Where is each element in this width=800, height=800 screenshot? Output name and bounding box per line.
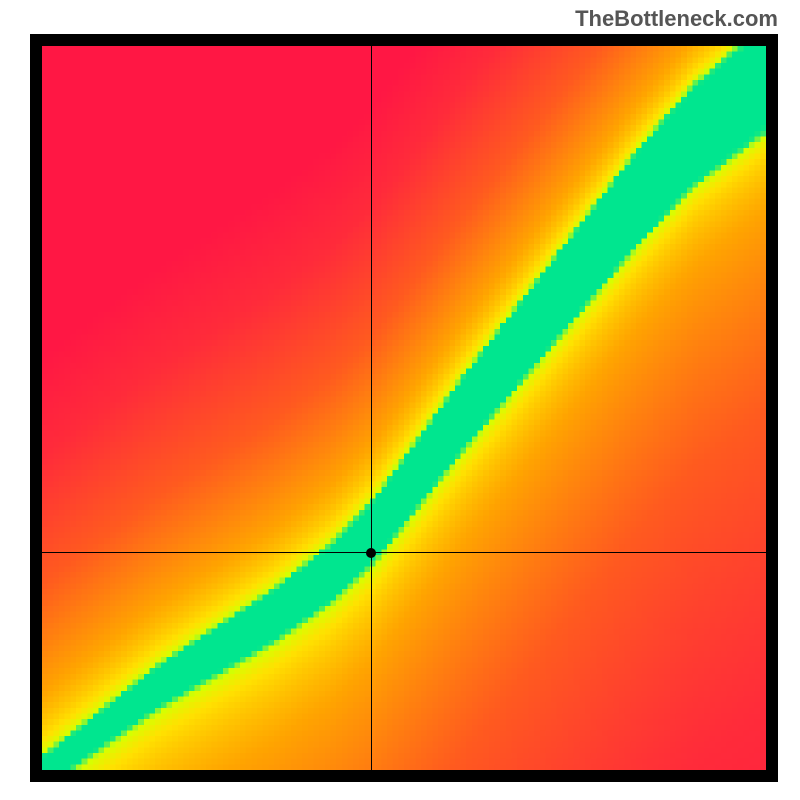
crosshair-marker xyxy=(366,548,376,558)
watermark-text: TheBottleneck.com xyxy=(575,6,778,32)
plot-area xyxy=(42,46,766,770)
chart-container: TheBottleneck.com xyxy=(0,0,800,800)
heatmap-canvas xyxy=(42,46,766,770)
crosshair-horizontal xyxy=(42,552,766,553)
crosshair-vertical xyxy=(371,46,372,770)
